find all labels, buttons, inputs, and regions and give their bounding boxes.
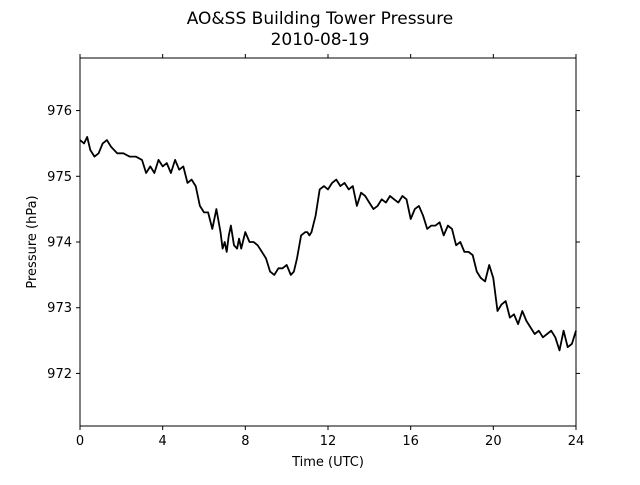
x-tick-label: 12 xyxy=(320,434,337,449)
pressure-series-line xyxy=(79,136,577,352)
x-tick-label: 16 xyxy=(402,434,419,449)
axis-ticks: 0 4 8 12 16 20 24 972 973 974 975 976 xyxy=(47,54,584,449)
x-axis-label: Time (UTC) xyxy=(291,455,364,470)
chart-subtitle: 2010-08-19 xyxy=(271,30,370,50)
x-tick-label: 8 xyxy=(241,434,249,449)
x-tick-label: 20 xyxy=(485,434,502,449)
y-tick-label: 972 xyxy=(47,367,72,382)
y-tick-label: 974 xyxy=(47,236,72,251)
x-tick-label: 4 xyxy=(159,434,167,449)
x-tick-label: 0 xyxy=(76,434,84,449)
plot-frame xyxy=(79,57,577,427)
x-tick-label: 24 xyxy=(568,434,585,449)
y-axis-label: Pressure (hPa) xyxy=(25,195,40,288)
y-tick-label: 975 xyxy=(47,170,72,185)
chart-title: AO&SS Building Tower Pressure xyxy=(187,9,454,29)
plot-area xyxy=(79,136,577,352)
y-tick-label: 976 xyxy=(47,104,72,119)
y-tick-label: 973 xyxy=(47,301,72,316)
